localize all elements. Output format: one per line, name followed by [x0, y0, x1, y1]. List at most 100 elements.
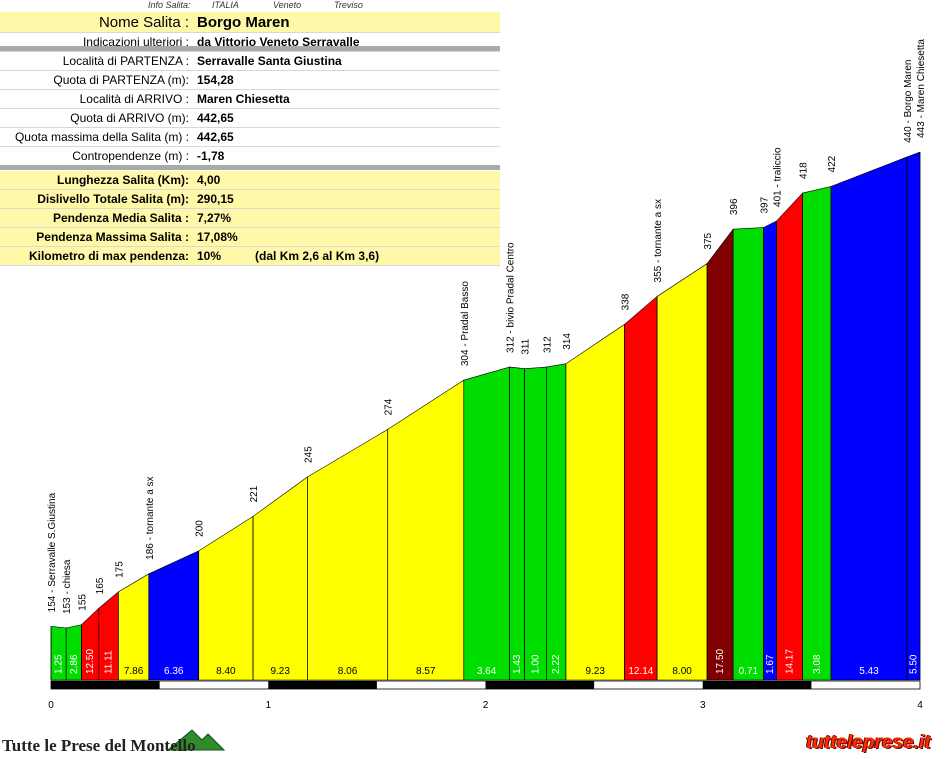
- info-row: Contropendenze (m) : -1,78: [0, 146, 500, 166]
- grade-label: 5.50: [908, 654, 919, 674]
- info-header-country: ITALIA: [212, 0, 239, 10]
- profile-segment: [706, 228, 734, 681]
- grade-label: 12.14: [628, 666, 653, 677]
- info-separator: [0, 46, 500, 51]
- altitude-label: 245: [303, 446, 314, 463]
- info-label: Quota massima della Salita (m) :: [0, 127, 193, 147]
- grade-label: 1.25: [54, 654, 65, 674]
- grade-label: 17.50: [715, 649, 726, 674]
- stat-label: Pendenza Media Salita :: [0, 208, 193, 228]
- profile-segment: [830, 156, 908, 681]
- altitude-label: 314: [562, 333, 573, 350]
- grade-label: 2.86: [69, 654, 80, 674]
- altitude-label: 375: [703, 232, 714, 249]
- info-label: Nome Salita :: [0, 12, 193, 33]
- grade-label: 5.43: [859, 666, 879, 677]
- info-header: Info Salita: ITALIA Veneto Treviso: [0, 0, 500, 12]
- mountain-logo-icon: [166, 729, 226, 751]
- grade-label: 6.36: [164, 666, 184, 677]
- grade-label: 12.50: [85, 649, 96, 674]
- grade-label: 8.57: [416, 666, 436, 677]
- grade-label: 11.11: [104, 650, 115, 674]
- grade-label: 8.00: [672, 666, 692, 677]
- altitude-label: 155: [77, 594, 88, 611]
- info-label: Quota di PARTENZA (m):: [0, 70, 193, 90]
- altitude-label: 175: [114, 561, 125, 578]
- profile-segment: [463, 366, 510, 681]
- profile-segment: [252, 476, 308, 681]
- grade-label: 3.64: [477, 666, 497, 677]
- altitude-label: 311: [521, 338, 532, 354]
- stat-value: 4,00: [193, 171, 500, 190]
- info-value: 154,28: [193, 70, 500, 90]
- profile-segment: [565, 323, 625, 681]
- altitude-label: 154 - Serravalle S.Giustina: [47, 492, 58, 612]
- altitude-label: 304 - Pradal Basso: [460, 281, 471, 366]
- km-tick-label: 1: [265, 700, 271, 711]
- info-row: Quota di PARTENZA (m): 154,28: [0, 70, 500, 90]
- profile-segment: [776, 192, 803, 681]
- info-separator: [0, 165, 500, 170]
- info-value: 442,65: [193, 127, 500, 147]
- altitude-label: 443 - Maren Chiesetta: [916, 39, 927, 138]
- km-tick-label: 3: [700, 700, 706, 711]
- info-row: Località di PARTENZA : Serravalle Santa G…: [0, 52, 500, 71]
- profile-segment: [906, 151, 921, 681]
- info-row: Quota di ARRIVO (m): 442,65: [0, 108, 500, 128]
- altitude-label: 397: [760, 196, 771, 213]
- stat-extra: (dal Km 2,6 al Km 3,6): [255, 249, 380, 263]
- info-value: Borgo Maren: [193, 12, 500, 33]
- info-label: Quota di ARRIVO (m):: [0, 108, 193, 128]
- altitude-label: 401 - traliccio: [773, 147, 784, 207]
- info-header-province: Treviso: [334, 0, 363, 10]
- stat-value: 290,15: [193, 189, 500, 209]
- stat-value: 10% (dal Km 2,6 al Km 3,6): [193, 246, 500, 266]
- grade-label: 1.67: [765, 654, 776, 674]
- km-tick-label: 2: [483, 700, 489, 711]
- grade-label: 8.40: [216, 666, 236, 677]
- profile-segment: [198, 515, 254, 681]
- info-row: Kilometro di max pendenza: 10% (dal Km 2,6…: [0, 246, 500, 266]
- altitude-label: 165: [95, 577, 106, 594]
- altitude-label: 200: [195, 520, 206, 537]
- profile-segment: [802, 186, 832, 681]
- grade-label: 9.23: [585, 666, 605, 677]
- info-row: Quota massima della Salita (m) :442,65: [0, 127, 500, 147]
- info-header-region: Veneto: [273, 0, 302, 10]
- km-scale-segment: [485, 681, 595, 689]
- profile-segment: [624, 295, 658, 681]
- altitude-label: 418: [799, 162, 810, 179]
- info-row: Località di ARRIVO : Maren Chiesetta: [0, 89, 500, 109]
- info-value: -1,78: [193, 146, 500, 166]
- footer-brand-text: Tutte le Prese del Montello: [2, 736, 196, 755]
- info-label: Località di ARRIVO :: [0, 89, 193, 109]
- info-label: Località di PARTENZA :: [0, 52, 193, 71]
- km-tick-label: 0: [48, 700, 54, 711]
- stat-value: 7,27%: [193, 208, 500, 228]
- km-tick-label: 4: [917, 700, 923, 711]
- profile-segment: [148, 550, 200, 681]
- stat-value-text: 10%: [197, 249, 222, 263]
- info-label: Contropendenze (m) :: [0, 146, 193, 166]
- altitude-label: 312 - bivio Pradal Centro: [505, 242, 516, 353]
- grade-label: 1.00: [530, 654, 541, 674]
- info-row: Nome Salita : Borgo Maren: [0, 12, 500, 33]
- info-row: Pendenza Media Salita :7,27%: [0, 208, 500, 228]
- profile-segment: [509, 366, 525, 681]
- altitude-label: 396: [729, 198, 740, 215]
- stat-label: Lunghezza Salita (Km):: [0, 171, 193, 190]
- grade-label: 9.23: [270, 666, 290, 677]
- profile-segment: [524, 366, 547, 681]
- grade-label: 8.06: [338, 666, 358, 677]
- altitude-label: 186 - tornante a sx: [145, 476, 156, 559]
- profile-segment: [763, 220, 777, 681]
- grade-label: 7.86: [124, 666, 144, 677]
- km-scale-segment: [702, 681, 812, 689]
- altitude-label: 355 - tornante a sx: [653, 199, 664, 282]
- altitude-label: 338: [621, 293, 632, 310]
- footer-website[interactable]: tutteleprese.it: [806, 732, 931, 753]
- altitude-label: 221: [249, 485, 260, 502]
- grade-label: 3.08: [812, 654, 823, 674]
- altitude-label: 440 - Borgo Maren: [903, 60, 914, 143]
